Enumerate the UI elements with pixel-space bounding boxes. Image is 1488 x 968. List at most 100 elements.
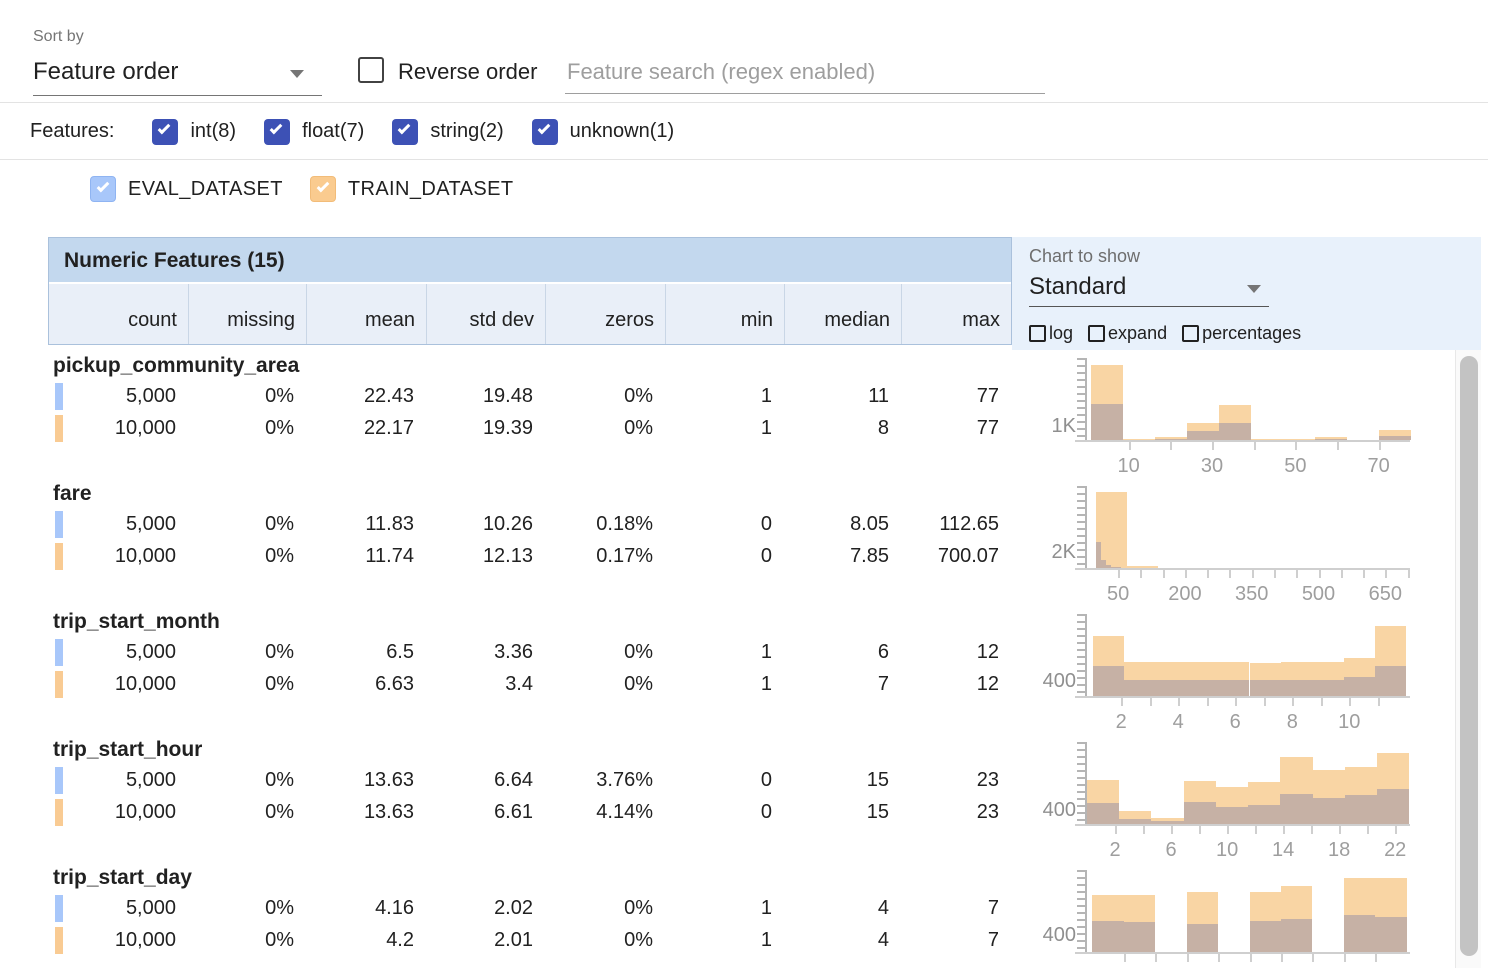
eval-bar [1312,798,1345,824]
chart-option-percentages[interactable]: percentages [1182,323,1301,344]
features-label: Features: [30,120,115,142]
stat-value: 1 [760,641,772,663]
chart-to-show-dropdown[interactable]: Standard [1029,271,1269,307]
eval-bar [1249,921,1281,952]
column-header-zeros: zeros [545,284,665,344]
stat-value: 10,000 [114,673,176,695]
stat-value: 12 [976,641,999,663]
vertical-scrollbar[interactable] [1455,350,1481,968]
stat-value: 700.07 [937,545,999,567]
x-axis-tick [1115,826,1118,834]
stat-value: 7 [877,673,889,695]
feature-name: trip_start_hour [53,738,203,761]
x-axis-label: 14 [1271,839,1295,861]
y-axis-tick [1077,393,1085,395]
dataset-checkbox-train_dataset[interactable]: TRAIN_DATASET [309,176,514,202]
eval-bar [1092,665,1125,696]
y-axis-tick [1077,905,1085,907]
stat-value: 0 [760,513,772,535]
sort-by-dropdown[interactable]: Feature order [33,54,322,96]
eval-bar [1091,404,1124,440]
y-axis-tick [1077,642,1085,644]
y-axis-tick [1077,421,1085,423]
stat-value: 6.5 [386,641,414,663]
column-header-min: min [665,284,784,344]
feature-name: trip_start_month [53,610,220,633]
train-bar [1378,430,1411,440]
eval-bar [1374,665,1407,696]
stat-value: 5,000 [125,513,176,535]
eval-bar [1344,795,1377,824]
eval-bar [1119,818,1152,824]
x-axis-tick [1118,570,1121,578]
histogram-plot: 10 30 50 70 [1075,358,1411,477]
stat-value: 5,000 [125,385,176,407]
eval-bar [1186,679,1219,696]
train-bar [1250,439,1283,440]
y-axis-tick [1077,407,1085,409]
x-axis-tick [1378,442,1381,450]
stat-value: 22.43 [363,385,414,407]
feature-type-checkbox-unknown[interactable]: unknown(1) [531,118,674,145]
stat-value: 0.18% [596,513,653,535]
stat-value: 0% [265,641,294,663]
eval-bar [1343,677,1375,696]
eval-bar [1105,564,1111,568]
stat-value: 0 [760,769,772,791]
stat-value: 0% [265,897,294,919]
feature-type-checkbox-int[interactable]: int(8) [152,118,236,145]
reverse-order-checkbox[interactable] [358,57,384,83]
x-axis-line [1075,952,1087,954]
feature-search-input[interactable]: Feature search (regex enabled) [565,52,1045,94]
stat-value: 11 [868,385,889,407]
x-axis-label: 2 [1115,711,1127,733]
x-axis-line [1075,440,1087,442]
stat-value: 0 [760,545,772,567]
eval-bar [1155,679,1187,696]
train-bar [1123,438,1156,440]
y-axis-label: 400 [1042,923,1076,946]
y-axis-tick [1077,742,1085,744]
stat-value: 8 [877,417,889,439]
stat-value: 4.16 [375,897,414,919]
y-axis-tick [1077,877,1085,879]
y-axis-tick [1077,663,1085,665]
x-axis-label: 200 [1168,583,1202,605]
chart-option-log[interactable]: log [1029,323,1073,344]
stat-value: 1 [760,929,772,951]
x-axis-label: 10 [1338,711,1361,733]
checkmark-icon [397,121,411,134]
x-axis-tick [1311,826,1314,834]
feature-type-checkbox-string[interactable]: string(2) [392,118,504,145]
chart-option-label: percentages [1202,323,1302,343]
feature-block-trip_start_day: trip_start_day 5,000 0% 4.16 2.02 0% 1 4 7 10,000… [48,857,1012,968]
y-axis-label: 1K [1051,415,1076,438]
stat-value: 15 [866,801,889,823]
x-axis-line [1075,568,1087,570]
histogram-fare: 50 200 350 500 650 2K [1012,478,1455,606]
feature-type-checkbox-float[interactable]: float(7) [264,118,364,145]
checkbox-unchecked-icon [1029,325,1046,342]
x-axis-label: 10 [1117,455,1140,477]
y-axis-tick [1077,500,1085,502]
y-axis-tick [1077,784,1085,786]
stat-value: 10,000 [114,417,176,439]
x-axis-tick [1171,826,1174,834]
feature-search-placeholder: Feature search (regex enabled) [567,59,876,84]
eval-bar [1376,789,1410,824]
stat-value: 23 [976,769,999,791]
stat-value: 4 [877,897,889,919]
scrollbar-thumb[interactable] [1460,356,1478,956]
stat-value: 4.2 [386,929,414,951]
y-axis-tick [1077,684,1085,686]
x-axis-tick [1407,570,1410,578]
stat-value: 5,000 [125,641,176,663]
chart-option-expand[interactable]: expand [1088,323,1167,344]
stat-value: 5,000 [125,769,176,791]
dataset-checkbox-eval_dataset[interactable]: EVAL_DATASET [90,176,283,202]
x-axis-label: 70 [1367,455,1390,477]
chevron-down-icon [290,70,304,78]
stat-value: 3.4 [505,673,533,695]
x-axis-tick [1375,954,1378,962]
histogram-pickup_community_area: 10 30 50 70 1K [1012,350,1455,478]
